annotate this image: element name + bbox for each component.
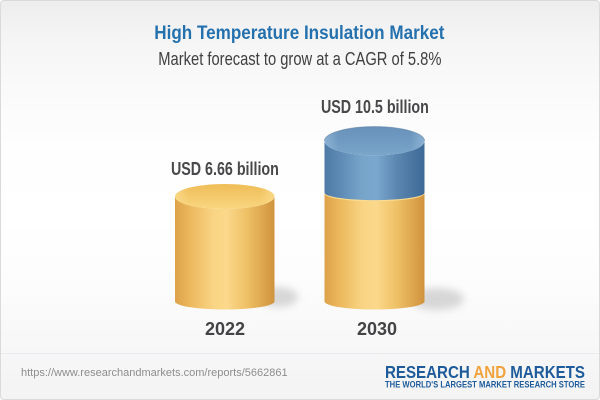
svg-text:RESEARCH AND MARKETS: RESEARCH AND MARKETS: [385, 362, 585, 382]
svg-text:THE WORLD'S LARGEST MARKET RES: THE WORLD'S LARGEST MARKET RESEARCH STOR…: [385, 380, 585, 390]
